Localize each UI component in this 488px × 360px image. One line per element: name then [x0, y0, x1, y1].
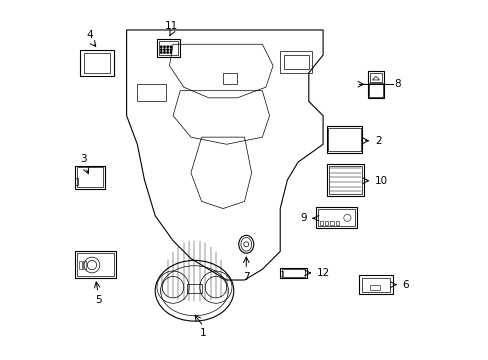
- Bar: [80, 50, 114, 76]
- Bar: [368, 83, 382, 97]
- Text: 6: 6: [402, 280, 408, 290]
- Bar: [317, 208, 354, 226]
- Circle shape: [160, 49, 162, 50]
- Bar: [75, 251, 116, 278]
- Bar: [369, 73, 381, 82]
- Bar: [324, 221, 328, 225]
- Bar: [159, 41, 178, 55]
- Circle shape: [160, 46, 162, 48]
- Text: 3: 3: [80, 154, 86, 164]
- Bar: [282, 269, 305, 277]
- Circle shape: [163, 46, 165, 48]
- Bar: [280, 51, 312, 73]
- Circle shape: [163, 52, 165, 53]
- Bar: [77, 253, 114, 276]
- Bar: [223, 73, 237, 84]
- Bar: [328, 128, 360, 152]
- Text: 10: 10: [374, 176, 387, 186]
- Circle shape: [166, 52, 168, 53]
- Bar: [367, 71, 383, 98]
- Circle shape: [170, 52, 171, 53]
- Bar: [84, 53, 110, 73]
- Bar: [187, 284, 201, 293]
- Bar: [137, 84, 165, 102]
- Bar: [280, 267, 306, 278]
- Bar: [319, 221, 323, 225]
- Text: 8: 8: [394, 79, 400, 89]
- Bar: [83, 261, 85, 269]
- Bar: [326, 164, 364, 196]
- Text: 9: 9: [300, 213, 306, 223]
- Bar: [75, 178, 78, 185]
- Text: 4: 4: [87, 30, 93, 40]
- Text: 5: 5: [95, 295, 101, 305]
- Circle shape: [160, 52, 162, 53]
- Text: 11: 11: [164, 21, 178, 31]
- Bar: [80, 261, 82, 269]
- Circle shape: [166, 49, 168, 50]
- Bar: [329, 221, 333, 225]
- Bar: [326, 126, 362, 153]
- Text: 7: 7: [243, 272, 249, 282]
- Text: 1: 1: [200, 328, 206, 338]
- Bar: [77, 167, 103, 187]
- Circle shape: [170, 49, 171, 50]
- Bar: [283, 55, 308, 69]
- Bar: [361, 278, 389, 292]
- Circle shape: [166, 46, 168, 48]
- Bar: [328, 166, 361, 194]
- Bar: [157, 39, 180, 57]
- Bar: [315, 207, 356, 228]
- Bar: [75, 166, 105, 189]
- Bar: [335, 221, 339, 225]
- Circle shape: [163, 49, 165, 50]
- Text: 12: 12: [316, 268, 329, 278]
- Bar: [280, 271, 283, 276]
- Circle shape: [170, 46, 171, 48]
- Bar: [358, 275, 392, 294]
- Bar: [369, 285, 380, 290]
- Text: 2: 2: [374, 136, 381, 146]
